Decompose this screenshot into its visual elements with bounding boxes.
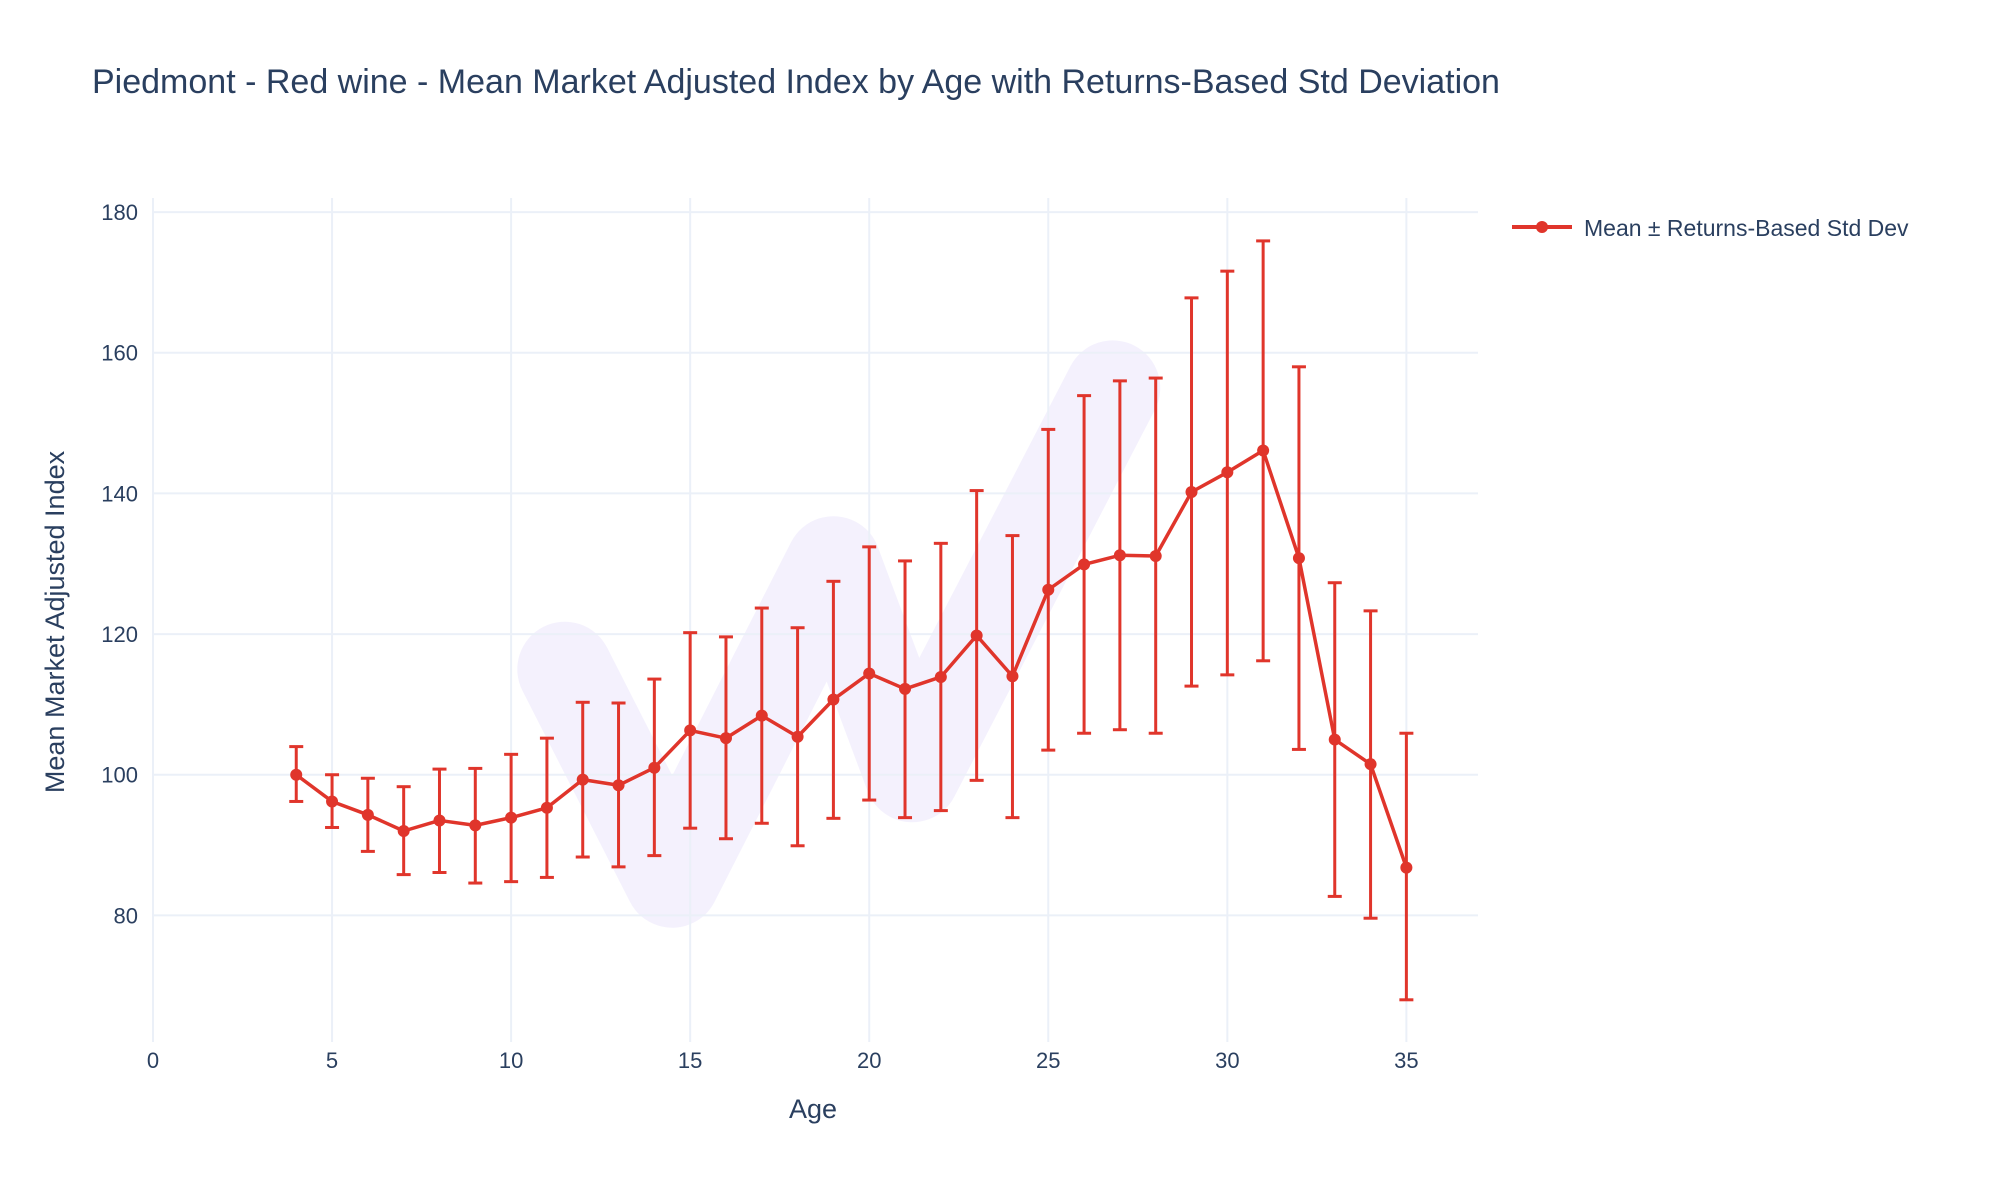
x-tick-label: 30 [1215,1048,1239,1073]
data-point [791,730,804,743]
data-points [290,444,1413,874]
series-line [295,448,1409,869]
data-point [1078,558,1091,571]
x-tick-label: 35 [1394,1048,1418,1073]
series-line-path [295,448,1409,869]
y-axis-title: Mean Market Adjusted Index [40,450,70,793]
y-tick-label: 120 [101,622,138,647]
data-point [1113,549,1126,562]
x-tick-label: 0 [147,1048,159,1073]
data-point [1149,549,1162,562]
data-point [1185,485,1198,498]
legend-marker-icon [1536,221,1548,233]
data-point [719,732,732,745]
data-point [648,761,661,774]
data-point [684,724,697,737]
data-point [1292,552,1305,565]
data-point [1042,583,1055,596]
x-tick-label: 20 [857,1048,881,1073]
legend[interactable]: Mean ± Returns-Based Std Dev [1512,215,1909,241]
data-point [290,768,303,781]
data-point [1400,861,1413,874]
y-tick-label: 80 [114,903,138,928]
watermark-stroke [517,340,1161,928]
data-point [1364,758,1377,771]
data-point [540,801,553,814]
data-point [755,709,768,722]
axes: 0 5 10 15 20 25 30 35 80 100 120 140 160 180 [101,200,1418,1073]
data-point [397,825,410,837]
x-tick-label: 25 [1036,1048,1060,1073]
data-point [1257,444,1270,457]
x-tick-label: 10 [499,1048,523,1073]
data-point [612,779,625,792]
y-tick-label: 100 [101,763,138,788]
data-point [863,667,876,680]
data-point [899,682,912,695]
chart-title: Piedmont - Red wine - Mean Market Adjust… [92,63,1500,101]
data-point [326,795,339,808]
x-axis-title: Age [789,1094,837,1124]
data-point [433,814,446,827]
data-point [1221,466,1234,479]
y-tick-label: 180 [101,200,138,225]
data-point [1328,733,1341,746]
data-point [970,629,983,642]
x-tick-label: 15 [678,1048,702,1073]
y-tick-label: 140 [101,481,138,506]
data-point [576,773,589,786]
x-tick-label: 5 [326,1048,338,1073]
watermark [517,340,1161,928]
data-point [1006,670,1019,683]
data-point [934,670,947,683]
y-tick-label: 160 [101,341,138,366]
data-point [469,819,482,832]
legend-label: Mean ± Returns-Based Std Dev [1584,215,1909,241]
data-point [505,811,518,824]
data-point [827,693,840,706]
data-point [361,808,374,821]
